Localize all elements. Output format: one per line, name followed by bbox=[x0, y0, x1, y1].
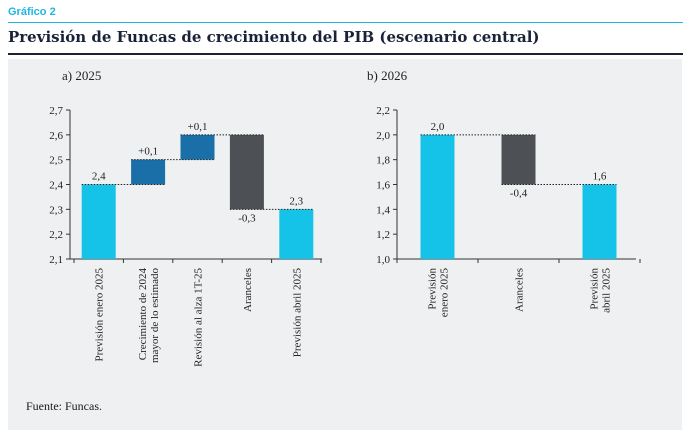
y-tick-label-0-1: 2,2 bbox=[49, 229, 63, 241]
y-tick-label-1-0: 1,0 bbox=[376, 254, 390, 266]
chart-title-1: b) 2026 bbox=[367, 68, 408, 83]
category-label-0-3: Aranceles bbox=[242, 268, 254, 312]
bar-1-1 bbox=[501, 134, 536, 185]
category-label-line: Aranceles bbox=[242, 268, 254, 312]
category-label-line: Previsión abril 2025 bbox=[291, 268, 303, 358]
chart-number-label: Gráfico 2 bbox=[8, 6, 56, 18]
category-label-1-1: Aranceles bbox=[514, 268, 526, 312]
y-tick-label-0-5: 2,6 bbox=[49, 130, 63, 142]
title-divider bbox=[8, 53, 683, 55]
data-label-1-0: 2,0 bbox=[431, 121, 445, 133]
category-label-line: Aranceles bbox=[514, 268, 526, 312]
top-divider bbox=[8, 22, 683, 23]
category-label-line: Previsión bbox=[427, 268, 439, 310]
category-label-line: Previsión enero 2025 bbox=[94, 268, 106, 362]
y-tick-label-1-3: 1,6 bbox=[376, 180, 390, 192]
data-label-0-3: -0,3 bbox=[238, 212, 256, 224]
y-tick-label-1-1: 1,2 bbox=[376, 229, 390, 241]
y-tick-label-1-2: 1,4 bbox=[376, 204, 390, 216]
data-label-0-1: +0,1 bbox=[138, 146, 158, 158]
category-label-line: mayor de lo estimado bbox=[149, 268, 161, 364]
category-label-line: Revisión al alza 1T-25 bbox=[193, 268, 205, 367]
page-title: Previsión de Funcas de crecimiento del P… bbox=[8, 28, 540, 46]
category-label-line: abril 2025 bbox=[601, 268, 613, 313]
bar-0-2 bbox=[180, 134, 215, 160]
category-label-0-0: Previsión enero 2025 bbox=[94, 268, 106, 362]
bar-0-1 bbox=[131, 159, 166, 185]
y-tick-label-1-4: 1,8 bbox=[376, 155, 390, 167]
bar-1-2 bbox=[582, 184, 617, 259]
category-label-line: Previsión bbox=[589, 268, 601, 310]
source-note: Fuente: Funcas. bbox=[26, 399, 102, 413]
y-tick-label-0-6: 2,7 bbox=[49, 105, 63, 117]
bar-0-3 bbox=[229, 134, 264, 210]
category-label-0-2: Revisión al alza 1T-25 bbox=[193, 268, 205, 367]
y-tick-label-1-5: 2,0 bbox=[376, 130, 390, 142]
data-label-0-2: +0,1 bbox=[188, 121, 208, 133]
category-label-1-2: Previsiónabril 2025 bbox=[589, 268, 613, 313]
y-tick-label-0-2: 2,3 bbox=[49, 204, 63, 216]
category-label-0-1: Crecimiento de 2024mayor de lo estimado bbox=[137, 268, 161, 364]
chart-title-0: a) 2025 bbox=[62, 68, 101, 83]
chart-panel bbox=[8, 59, 682, 430]
data-label-1-2: 1,6 bbox=[593, 171, 607, 183]
category-label-line: enero 2025 bbox=[439, 268, 451, 318]
data-label-0-0: 2,4 bbox=[92, 171, 106, 183]
y-tick-label-0-3: 2,4 bbox=[49, 180, 63, 192]
data-label-1-1: -0,4 bbox=[510, 188, 528, 200]
bar-0-0 bbox=[81, 184, 116, 259]
data-label-0-4: 2,3 bbox=[289, 195, 303, 207]
category-label-1-0: Previsiónenero 2025 bbox=[427, 268, 451, 318]
bar-1-0 bbox=[420, 134, 455, 259]
bar-0-4 bbox=[279, 209, 314, 259]
category-label-line: Crecimiento de 2024 bbox=[137, 268, 149, 361]
y-tick-label-1-6: 2,2 bbox=[376, 105, 390, 117]
y-tick-label-0-4: 2,5 bbox=[49, 155, 63, 167]
y-tick-label-0-0: 2,1 bbox=[49, 254, 63, 266]
category-label-0-4: Previsión abril 2025 bbox=[291, 268, 303, 358]
